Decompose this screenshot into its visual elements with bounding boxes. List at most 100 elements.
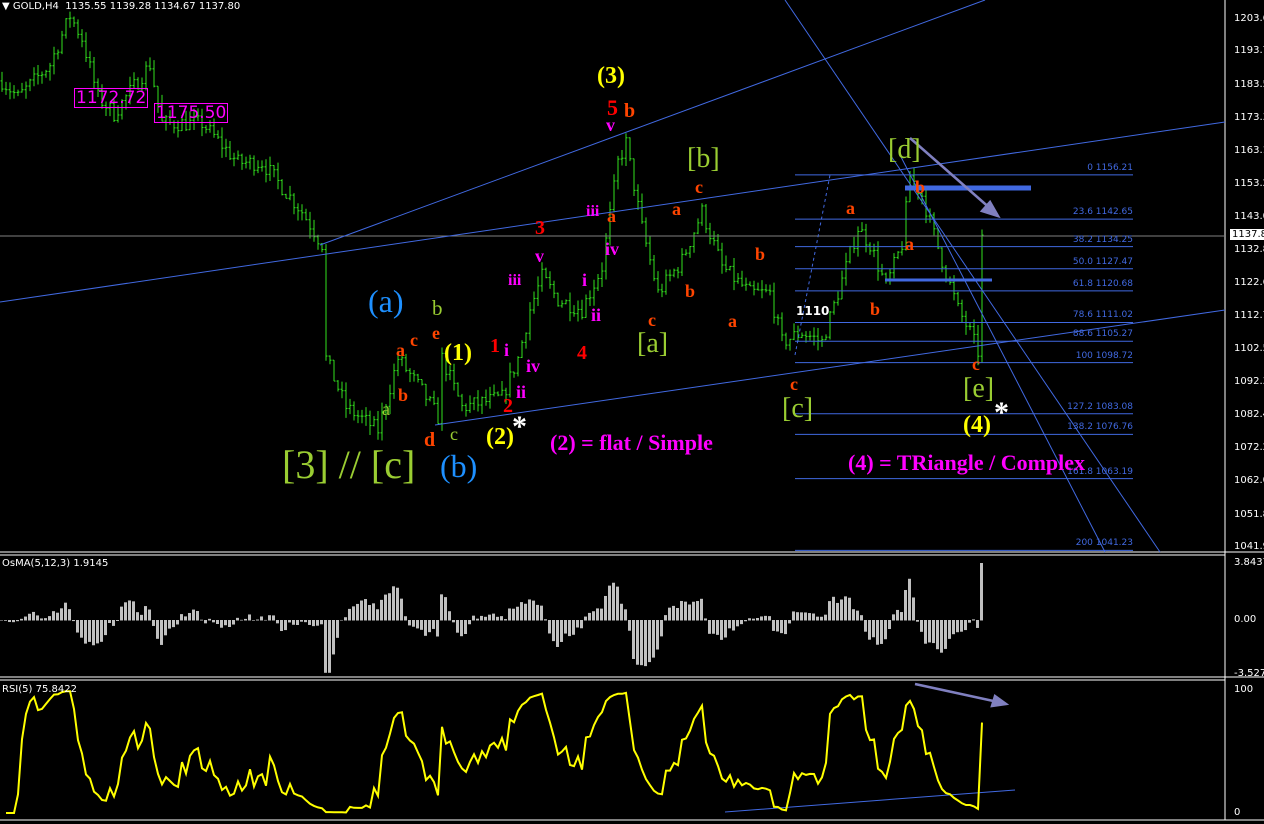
wave-label: a [846,198,855,218]
wave-label: (1) [444,340,472,366]
osma-bar [972,619,975,621]
osma-bar [336,620,339,638]
osma-bar [776,620,779,632]
osma-bar [144,606,147,621]
osma-bar [600,608,603,621]
osma-bar [252,620,255,621]
wave-label: 1 [490,335,500,357]
wave-label: v [606,115,615,135]
osma-bar [632,620,635,659]
osma-bar [264,619,267,621]
price-tick: 1062.05 [1234,475,1264,487]
osma-bar [696,601,699,621]
osma-bar [552,620,555,642]
wave-label: 5 [607,95,618,120]
osma-bar [700,598,703,621]
osma-bar [452,620,455,623]
osma-bar [736,620,739,627]
osma-bar [456,620,459,633]
osma-bar [104,620,107,636]
osma-bar [936,620,939,650]
osma-bar [160,620,163,645]
osma-bar [844,596,847,621]
wave-label: (3) [597,63,625,89]
osma-bar [544,619,547,621]
osma-bar [432,620,435,629]
osma-bar [824,614,827,621]
osma-bar [892,614,895,621]
osma-bar [320,620,323,625]
osma-bar [16,620,19,622]
osma-bar [860,615,863,621]
osma-bar [152,620,155,626]
osma-bar [388,593,391,621]
osma-bar [244,618,247,621]
osma-bar [820,616,823,621]
osma-bar [180,614,183,621]
osma-bar [204,620,207,624]
osma-bar [668,607,671,621]
wave-label: a [728,311,737,331]
osma-bar [288,620,291,623]
osma-bar [688,604,691,621]
fibonacci-lines [795,174,1133,551]
osma-bar [360,600,363,621]
fib-level-label: 23.6 1142.65 [1072,207,1133,218]
osma-bar [644,620,647,667]
price-tick: 1122.65 [1234,277,1264,289]
price-tick: 1102.55 [1234,343,1264,355]
osma-bar [280,620,283,632]
wave-label: 2 [503,395,513,417]
osma-bar [0,620,3,621]
osma-bar [752,618,755,621]
osma-bar [312,620,315,627]
rsi-tick: 0 [1234,807,1241,818]
wave-label: d [424,429,436,451]
trendlines [0,0,1226,813]
rsi-tick: 100 [1234,684,1254,695]
osma-bar [32,611,35,621]
wave-label: [e] [963,373,995,404]
osma-tick: -3.527 [1234,668,1264,679]
osma-bar [136,612,139,621]
osma-bar [612,582,615,621]
fib-level-label: 78.6 1111.02 [1072,310,1133,321]
wave-label: ii [591,305,602,325]
osma-bar [420,620,423,630]
wave-label: b [915,177,926,197]
arrow-head-icon [979,199,1001,219]
osma-bar [484,616,487,621]
price-tick: 1193.75 [1234,45,1264,57]
osma-bar [88,620,91,642]
fib-level-label: 127.2 1083.08 [1067,401,1133,412]
price-tick: 1173.35 [1234,111,1264,123]
osma-bar [828,601,831,621]
wave-label: e [432,323,440,343]
dropdown-triangle-icon[interactable]: ▼ [2,1,13,12]
fib-level-label: 38.2 1134.25 [1072,234,1133,245]
osma-bar [472,615,475,621]
price-tick: 1183.55 [1234,78,1264,90]
osma-bar [276,620,279,624]
osma-bar [172,620,175,628]
osma-bar [652,620,655,658]
osma-bar [300,620,303,622]
price-note: 1110 [796,304,830,318]
osma-bar [476,618,479,621]
osma-bar [628,620,631,631]
osma-bar [96,620,99,644]
osma-bar [708,620,711,634]
price-box: 1172.72 [74,88,149,108]
osma-bar [496,616,499,621]
osma-bar [76,620,79,633]
wave-label: i [504,340,510,360]
fib-level-label: 161.8 1063.19 [1067,466,1133,477]
osma-bar [384,594,387,621]
price-tick: 1072.25 [1234,442,1264,454]
osma-bar [584,616,587,621]
osma-bar [468,620,471,625]
osma-bar [324,620,327,673]
annotation-flat: (2) = flat / Simple [550,430,713,455]
osma-bar [532,600,535,621]
